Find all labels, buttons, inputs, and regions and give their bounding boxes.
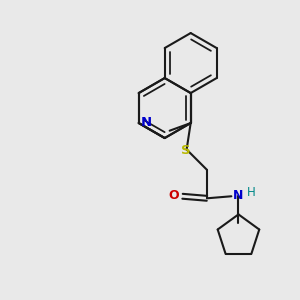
- Text: O: O: [168, 189, 179, 202]
- Text: S: S: [181, 144, 190, 157]
- Text: N: N: [140, 116, 152, 128]
- Text: H: H: [247, 186, 256, 199]
- Text: N: N: [233, 189, 244, 202]
